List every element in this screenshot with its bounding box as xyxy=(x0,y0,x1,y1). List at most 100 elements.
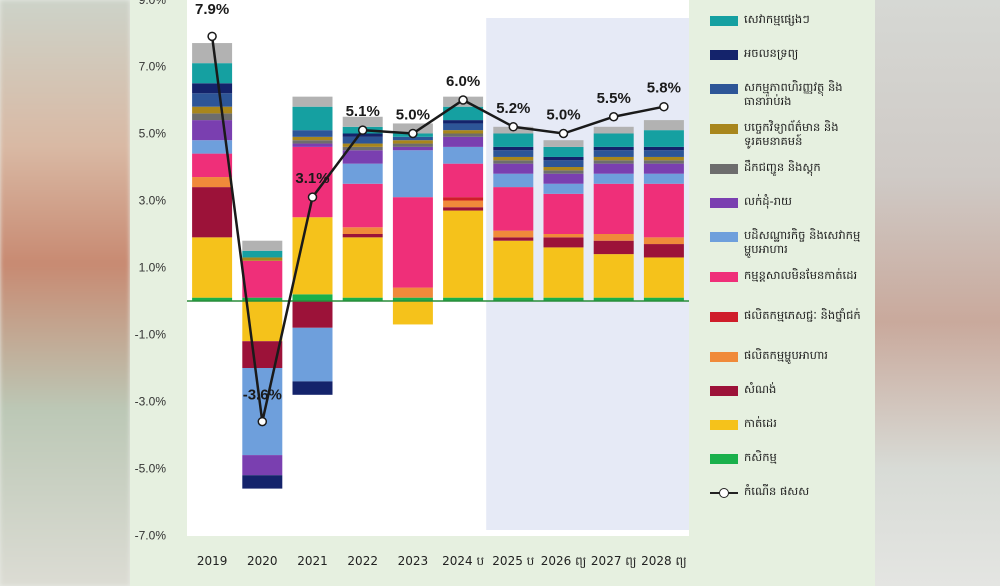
x-tick-label: 2028 ព្យ xyxy=(641,554,687,568)
bar-segment xyxy=(543,160,584,167)
gdp-line-point xyxy=(558,128,569,139)
gdp-growth-line: 7.9% -3.6% 3.1% 5.1% 5.0% 6.0% 5.2% 5.0% 5.5% 5.8… xyxy=(195,1,681,427)
y-axis: 7.0% 5.0% 3.0% 1.0% -1.0% -3.0% -5.0% -7.0% 9.0% xyxy=(135,0,167,543)
bar-segment xyxy=(342,297,383,301)
y-tick-label: -3.0% xyxy=(135,395,167,409)
bar-segment xyxy=(543,167,584,171)
bar-segment xyxy=(593,254,634,298)
x-axis: 2019 2020 2021 2022 2023 2024 ប 2025 ប 2026 ព្យ… xyxy=(197,554,687,568)
bar-segment xyxy=(443,210,484,298)
bar-segment xyxy=(643,156,684,161)
bar-segment xyxy=(593,163,634,174)
gdp-line-point xyxy=(357,125,368,135)
bar-segment xyxy=(192,63,233,84)
data-label: 3.1% xyxy=(295,170,329,187)
bar-segment xyxy=(392,146,433,151)
legend-swatch xyxy=(710,50,738,60)
bar-segment xyxy=(593,150,634,157)
bar-segment xyxy=(392,301,433,325)
y-tick-label: 3.0% xyxy=(139,194,167,208)
bar-segment xyxy=(543,146,584,157)
bar-segment xyxy=(342,150,383,164)
bar-segment xyxy=(242,240,283,251)
bar-segment xyxy=(543,247,584,298)
bar-segment xyxy=(443,106,484,121)
legend-swatch xyxy=(710,386,738,396)
y-tick-label: -5.0% xyxy=(135,462,167,476)
bar-segment xyxy=(242,257,283,261)
bar-segment xyxy=(543,140,584,147)
data-label: 6.0% xyxy=(446,73,480,90)
legend-item: សេវាកម្មផ្សេងៗ xyxy=(704,12,864,46)
bar-segment xyxy=(493,156,534,161)
bar-segment xyxy=(443,136,484,147)
bar-segment xyxy=(493,146,534,151)
data-label: 5.0% xyxy=(396,107,430,124)
bar-segment xyxy=(493,230,534,238)
bar-segment xyxy=(392,136,433,141)
bar-segment xyxy=(443,133,484,137)
gdp-line-point xyxy=(207,31,217,42)
data-label: 5.8% xyxy=(647,80,681,97)
x-tick-label: 2023 xyxy=(398,554,429,568)
bar-segment xyxy=(192,140,233,154)
bar-segment xyxy=(192,153,233,178)
bar-segment xyxy=(192,93,233,107)
gdp-line-point xyxy=(307,192,318,202)
y-tick-label: 5.0% xyxy=(139,127,167,141)
background-left xyxy=(0,0,130,586)
bar-segment xyxy=(543,237,584,248)
legend-item: សកម្មភាពហិរញ្ញវត្ថុ និងធានារ៉ាប់រង xyxy=(704,80,864,120)
bar-segment xyxy=(593,126,634,134)
bar-segment xyxy=(192,120,233,141)
y-tick-label: 1.0% xyxy=(139,261,167,275)
bar-segment xyxy=(643,163,684,174)
legend-swatch xyxy=(710,164,738,174)
data-label: -3.6% xyxy=(243,387,282,404)
gdp-line-point xyxy=(508,122,519,132)
gdp-line-point xyxy=(659,101,669,112)
bar-segment xyxy=(443,130,484,134)
data-label: 7.9% xyxy=(195,1,229,18)
bar-segment xyxy=(493,297,534,301)
legend-line-swatch xyxy=(710,488,738,498)
legend-item: បច្ចេកវិទ្យាព័ត៌មាន និងទូរគមនាគមន៍ xyxy=(704,120,864,160)
bar-segment xyxy=(392,297,433,301)
legend-swatch xyxy=(710,312,738,322)
legend-swatch xyxy=(710,198,738,208)
bar-segment xyxy=(493,160,534,164)
bar-segment xyxy=(242,455,283,476)
legend-item-gdp-line: កំណើន ផសស xyxy=(704,484,864,518)
bar-segment xyxy=(643,120,684,131)
x-tick-label: 2019 xyxy=(197,554,228,568)
legend-label: សំណង់ xyxy=(744,382,777,396)
bar-segment xyxy=(292,136,333,141)
bar-segment xyxy=(543,156,584,161)
bar-segment xyxy=(543,170,584,174)
bar-segment xyxy=(192,83,233,94)
legend-item: ដឹកជញ្ជូន និងស្តុក xyxy=(704,160,864,194)
bar-segment xyxy=(242,368,283,456)
legend-item: ផលិតកម្មម្ហូបអាហារ xyxy=(704,348,864,382)
bar-segment xyxy=(292,96,333,107)
bar-segment xyxy=(443,120,484,124)
bar-segment xyxy=(443,297,484,301)
bar-segment xyxy=(292,140,333,144)
x-tick-label: 2027 ព្យ xyxy=(591,554,637,568)
legend-swatch xyxy=(710,420,738,430)
bar-segment xyxy=(493,237,534,241)
bar-segment xyxy=(192,106,233,114)
bar-segment xyxy=(192,187,233,238)
data-label: 5.2% xyxy=(496,100,530,117)
gdp-line-point xyxy=(608,112,619,122)
legend-label: ដឹកជញ្ជូន និងស្តុក xyxy=(744,160,821,174)
bar-segment xyxy=(342,143,383,147)
x-tick-label: 2024 ប xyxy=(442,554,484,568)
bar-segment xyxy=(643,130,684,147)
legend-label: បដិសណ្ឋារកិច្ច និងសេវាកម្មម្ហូបអាហារ xyxy=(744,228,861,256)
bar-segment xyxy=(643,150,684,157)
bar-segment xyxy=(342,227,383,234)
bar-segment xyxy=(593,297,634,301)
legend-item: កសិកម្ម xyxy=(704,450,864,484)
